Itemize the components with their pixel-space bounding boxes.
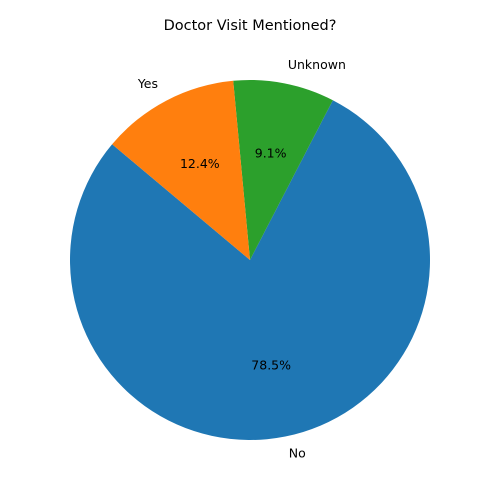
- pie-slice-unknown: [233, 80, 333, 261]
- slice-label-unknown: Unknown: [288, 57, 346, 72]
- percent-label-yes: 12.4%: [180, 156, 220, 171]
- slice-label-no: No: [289, 446, 306, 461]
- pie-slice-no: [70, 100, 431, 440]
- slice-label-yes: Yes: [137, 76, 158, 91]
- pie-labels: No 78.5% Unknown 9.1% Yes 12.4%: [137, 57, 346, 461]
- percent-label-no: 78.5%: [251, 357, 291, 372]
- pie-slice-yes: [112, 80, 250, 260]
- percent-label-unknown: 9.1%: [255, 145, 287, 160]
- pie-slices: [70, 80, 431, 440]
- chart-title: Doctor Visit Mentioned?: [164, 18, 337, 34]
